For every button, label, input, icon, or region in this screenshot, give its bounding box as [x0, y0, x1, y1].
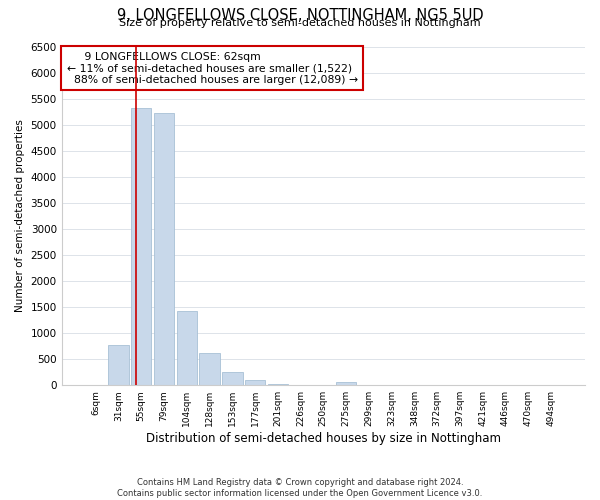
Bar: [176, 311, 197, 385]
Text: 9, LONGFELLOWS CLOSE, NOTTINGHAM, NG5 5UD: 9, LONGFELLOWS CLOSE, NOTTINGHAM, NG5 5U…: [116, 8, 484, 23]
Y-axis label: Number of semi-detached properties: Number of semi-detached properties: [15, 120, 25, 312]
Bar: [154, 113, 174, 385]
Bar: [222, 372, 242, 385]
X-axis label: Distribution of semi-detached houses by size in Nottingham: Distribution of semi-detached houses by …: [146, 432, 501, 445]
Bar: [245, 380, 265, 385]
Bar: [336, 382, 356, 385]
Bar: [108, 344, 129, 385]
Text: Contains HM Land Registry data © Crown copyright and database right 2024.
Contai: Contains HM Land Registry data © Crown c…: [118, 478, 482, 498]
Bar: [268, 384, 288, 385]
Bar: [131, 108, 151, 385]
Bar: [199, 354, 220, 385]
Text: Size of property relative to semi-detached houses in Nottingham: Size of property relative to semi-detach…: [119, 18, 481, 28]
Text: 9 LONGFELLOWS CLOSE: 62sqm
← 11% of semi-detached houses are smaller (1,522)
  8: 9 LONGFELLOWS CLOSE: 62sqm ← 11% of semi…: [67, 52, 358, 85]
